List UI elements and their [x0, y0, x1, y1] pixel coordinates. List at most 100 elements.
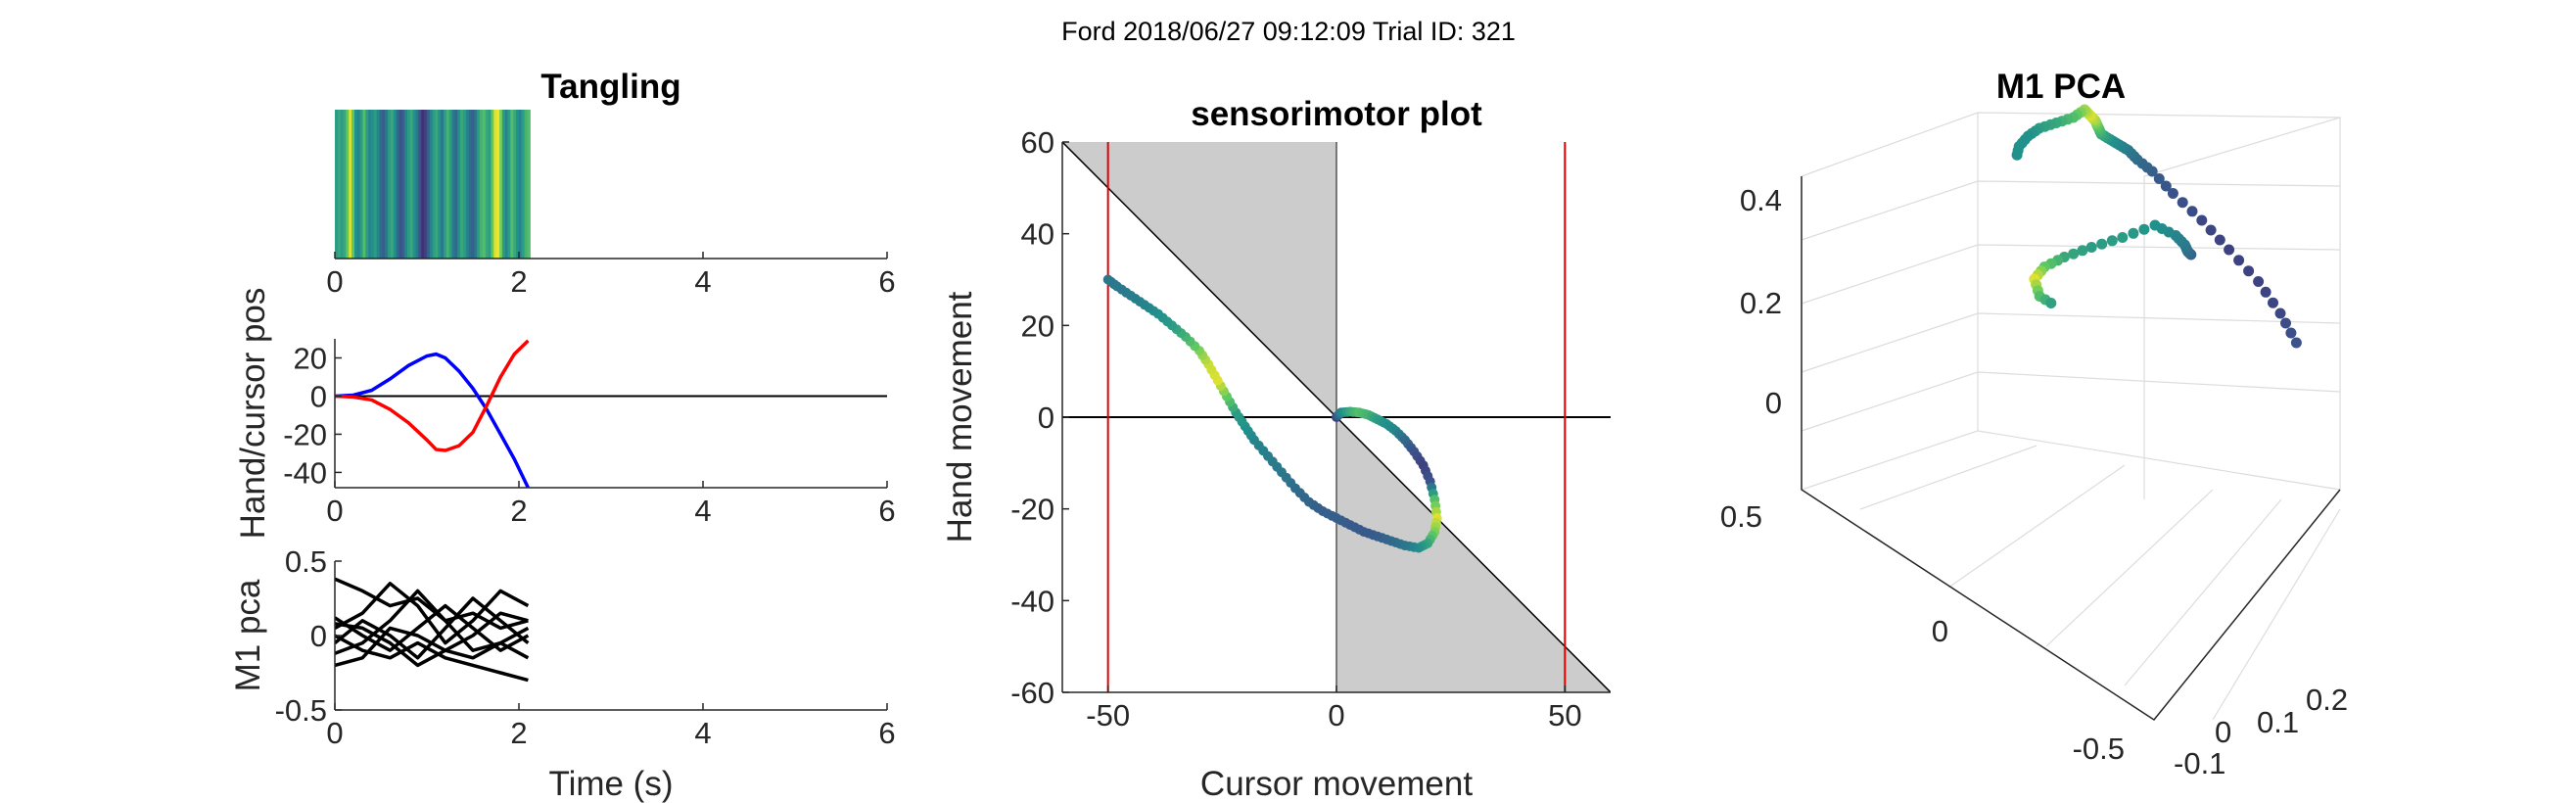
hand-cursor-panel: 0 2 4 6 20 0 -20 -40 Hand/cursor pos: [234, 288, 896, 540]
tangling-cell: [510, 110, 514, 259]
sm-xtick-label--50: -50: [1086, 698, 1130, 732]
hc-ticks: 0 2 4 6 20 0 -20 -40: [283, 341, 895, 528]
pca3d-point-a: [2243, 265, 2255, 277]
tangling-cell: [379, 110, 383, 259]
pca3d-point-b: [2128, 227, 2139, 239]
pca3d-point-a: [2260, 286, 2272, 298]
pca3d-point-b: [2138, 223, 2150, 235]
tangling-cell: [460, 110, 464, 259]
tangling-cell: [409, 110, 414, 259]
sensorimotor-title: sensorimotor plot: [1191, 95, 1482, 133]
pca3d-point-a: [2280, 317, 2291, 329]
z-tick-0: 0: [1765, 386, 1782, 420]
hc-xtick-label-0: 0: [326, 494, 343, 528]
hc-ytick-label-1: 0: [310, 379, 327, 413]
hc-series-line-0: [335, 352, 530, 488]
tangling-title: Tangling: [540, 68, 680, 106]
tangling-heatmap: [335, 110, 531, 259]
sensorimotor-point: [1102, 274, 1113, 285]
pca-ytick-label-0: 0.5: [285, 544, 327, 579]
tangling-cell: [468, 110, 473, 259]
hc-xtick-label-6: 6: [878, 494, 895, 528]
pca3d-point-a: [2224, 244, 2235, 256]
pca3d-point-b: [2085, 242, 2097, 253]
pca3d-point-a: [2205, 224, 2217, 236]
sensorimotor-panel: sensorimotor plot -50 0 50 60 40 20 0 -20 -40 -60…: [941, 95, 1611, 803]
pca3d-point-a: [2290, 337, 2302, 349]
tangling-cell: [390, 110, 395, 259]
tangling-cell: [340, 110, 345, 259]
pca3d-points: [2011, 104, 2302, 349]
tangling-cell: [351, 110, 355, 259]
tangling-cell: [482, 110, 487, 259]
pca3d-point-a: [2011, 149, 2023, 161]
y-tick-neg0.5: -0.5: [2073, 732, 2125, 766]
tangling-cell: [441, 110, 445, 259]
pca-ticks: 0 2 4 60.50-0.5: [275, 544, 896, 750]
m1-pca-panel: 0 2 4 60.50-0.5 M1 pca Time (s): [229, 544, 896, 803]
sm-xtick-label-50: 50: [1548, 698, 1581, 732]
sm-ytick-label-4: -20: [1010, 493, 1054, 527]
pca3d-point-a: [2233, 255, 2245, 266]
tangling-cell: [435, 110, 439, 259]
pca-series-line-0: [335, 577, 529, 631]
tangling-cell: [346, 110, 350, 259]
pca3d-point-a: [2153, 173, 2165, 184]
pca3d-point-a: [2253, 276, 2265, 287]
pca-ytick-label-2: -0.5: [275, 693, 327, 728]
tangling-cell: [445, 110, 450, 259]
tangling-cell: [448, 110, 453, 259]
tangling-cell: [404, 110, 408, 259]
tangling-cell: [393, 110, 398, 259]
tangling-cell: [353, 110, 358, 259]
tangling-xtick-label-0: 0: [326, 264, 343, 299]
pca3d-point-b: [2045, 298, 2057, 308]
tangling-cell: [371, 110, 375, 259]
tangling-cell: [480, 110, 484, 259]
pca3d-point-b: [2077, 245, 2088, 257]
tangling-cell: [493, 110, 497, 259]
tangling-cell: [412, 110, 417, 259]
tangling-cell: [504, 110, 509, 259]
tangling-cell: [491, 110, 494, 259]
pca-xtick-label-6: 6: [878, 716, 895, 750]
tangling-cell: [343, 110, 347, 259]
tangling-cell: [388, 110, 392, 259]
tangling-xtick-label-2: 2: [510, 264, 527, 299]
tangling-cell: [462, 110, 467, 259]
tangling-cell: [477, 110, 481, 259]
pca3d-point-a: [2186, 206, 2198, 217]
sm-ytick-label-6: -60: [1010, 676, 1054, 710]
tangling-cell: [382, 110, 386, 259]
y-tick-neg0.1: -0.1: [2174, 746, 2225, 780]
tangling-cell: [471, 110, 475, 259]
pca3d-point-a: [2214, 234, 2225, 246]
tangling-cell: [432, 110, 437, 259]
tangling-cell: [356, 110, 361, 259]
sm-ytick-label-3: 0: [1038, 401, 1054, 435]
tangling-cell: [335, 110, 339, 259]
tangling-cell: [368, 110, 372, 259]
y-tick-0: 0: [2215, 715, 2231, 749]
sm-ylabel: Hand movement: [941, 291, 979, 543]
y-tick-0.2: 0.2: [2306, 683, 2348, 717]
sm-ytick-label-1: 40: [1021, 217, 1054, 252]
pca3d-point-a: [2167, 188, 2178, 199]
pca3d-point-b: [2117, 232, 2129, 243]
m1-pca-3d-title: M1 PCA: [1996, 68, 2126, 106]
tangling-cell: [516, 110, 520, 259]
hc-ytick-label-2: -20: [283, 417, 327, 451]
hc-ytick-label-3: -40: [283, 455, 327, 490]
tangling-cell: [426, 110, 431, 259]
tangling-cell: [485, 110, 490, 259]
tangling-cell: [424, 110, 428, 259]
tangling-cell: [513, 110, 517, 259]
z-tick-0.2: 0.2: [1740, 286, 1782, 320]
tangling-cell: [373, 110, 378, 259]
tangling-cell: [429, 110, 434, 259]
pca-series-line-7: [335, 622, 530, 668]
pca3d-point-a: [2177, 197, 2188, 209]
pca-series-line-6: [335, 611, 529, 668]
tangling-cell: [496, 110, 500, 259]
